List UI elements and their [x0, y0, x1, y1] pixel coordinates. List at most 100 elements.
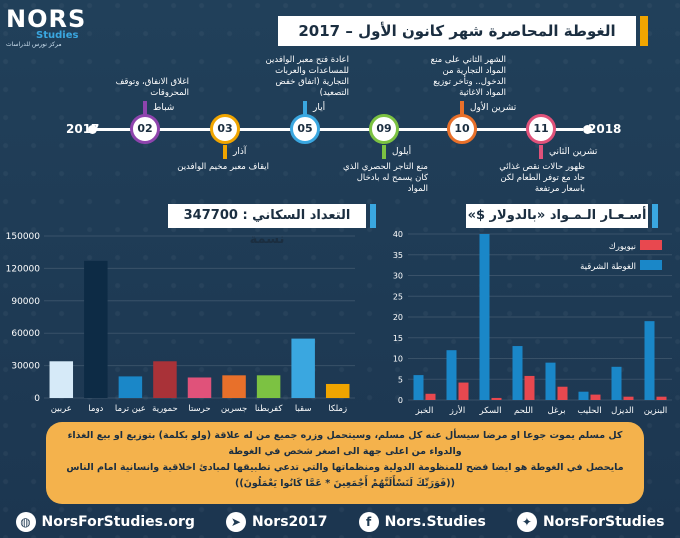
footer-facebook[interactable]: f Nors.Studies	[358, 512, 486, 532]
footer-telegram-label: Nors2017	[251, 514, 328, 530]
note-box: كل مسلم يموت جوعا او مرضا سيسأل عنه كل م…	[46, 422, 644, 504]
price-legend-swatch	[640, 260, 662, 270]
timeline-month-10: تشرين الأول	[460, 101, 522, 115]
price-ytick: 20	[393, 313, 403, 322]
price-xtick: الديزل	[611, 406, 634, 416]
page-title: الغوطة المحاصرة شهر كانون الأول – 2017	[278, 16, 636, 46]
pop-ytick: 90000	[11, 297, 40, 307]
logo-tagline: مركز نورس للدراسات	[6, 41, 62, 48]
pop-xtick: سقبا	[295, 404, 312, 414]
price-bar-newyork	[491, 397, 502, 400]
globe-icon: ◍	[15, 512, 36, 532]
pop-xtick: عربين	[51, 404, 72, 414]
pop-ytick: 120000	[6, 264, 41, 274]
note-line-2: والدواء من اعلى جهة الى اصغر شخص في الغو…	[228, 446, 462, 457]
price-bar-newyork	[425, 393, 436, 400]
twitter-icon: ✦	[516, 512, 537, 532]
prices-chart: 0 5 10 15 20 25 30 35 40 الخبز الأرز السكر اللحم برغل…	[393, 230, 672, 416]
price-legend-label: الغوطة الشرقية	[580, 262, 636, 272]
price-bar-ghouta	[446, 350, 457, 400]
price-ytick: 15	[393, 334, 403, 343]
pop-bar	[291, 338, 315, 398]
timeline-event-10: الشهر الثاني على منع المواد التجارية من …	[430, 55, 506, 98]
timeline-event-02: اغلاق الانفاق، وتوقف المحروقات	[115, 77, 189, 98]
timeline-month-03: آذار	[223, 145, 252, 159]
price-legend-swatch	[640, 240, 662, 250]
note-line-1: كل مسلم يموت جوعا او مرضا سيسأل عنه كل م…	[67, 430, 623, 441]
footer-web-label: NorsForStudies.org	[41, 514, 195, 530]
price-ytick: 10	[393, 355, 403, 364]
price-xtick: برغل	[548, 406, 566, 416]
price-bar-newyork	[623, 396, 634, 400]
timeline-start-dot	[88, 125, 97, 134]
timeline-node-10: 10	[447, 114, 477, 144]
price-bar-ghouta	[644, 321, 655, 400]
facebook-icon: f	[358, 512, 379, 532]
price-ytick: 35	[393, 251, 403, 260]
logo: NORS Studies مركز نورس للدراسات	[6, 6, 85, 62]
pop-bar	[256, 375, 281, 398]
note-line-3: مايحصل في الغوطة هو ايضا فضح للمنظومة ال…	[66, 462, 624, 473]
footer-telegram[interactable]: ➤ Nors2017	[225, 512, 328, 532]
price-xtick: الحليب	[577, 406, 601, 416]
price-bar-newyork	[557, 386, 568, 400]
pop-bar	[118, 376, 143, 398]
pop-xtick: عين ترما	[115, 404, 146, 414]
timeline-month-02: شباط	[143, 101, 180, 115]
title-accent	[640, 16, 648, 46]
footer-facebook-label: Nors.Studies	[384, 514, 486, 530]
timeline-event-09: منع التاجر الحصري الذي كان يسمح له بادخا…	[342, 162, 428, 194]
price-bar-newyork	[656, 396, 667, 400]
pop-bar	[222, 375, 246, 398]
pop-bar	[187, 377, 212, 398]
pop-ytick: 0	[34, 394, 40, 404]
prices-title: أسـعـار الـمـواد «بالدولار $»	[466, 204, 648, 228]
timeline-month-11: تشرين الثاني	[539, 145, 603, 159]
pop-bar	[49, 361, 74, 398]
price-xtick: السكر	[479, 406, 502, 416]
footer-web[interactable]: ◍ NorsForStudies.org	[15, 512, 195, 532]
timeline-event-05: اعادة فتح معبر الوافدين للمساعدات والعرب…	[265, 55, 349, 98]
population-chart: 0 30000 60000 90000 120000 150000 عربين دوما عين…	[6, 232, 355, 414]
price-ytick: 40	[393, 230, 403, 239]
note-line-4: ((فَوَرَبِّكَ لَنَسْأَلَنَّهُمْ أَجْمَعِ…	[235, 478, 455, 489]
price-bar-ghouta	[479, 234, 490, 400]
price-bar-ghouta	[611, 366, 622, 400]
telegram-icon: ➤	[225, 512, 246, 532]
prices-title-accent	[652, 204, 658, 228]
pop-xtick: كفربطنا	[255, 404, 283, 414]
footer-twitter[interactable]: ✦ NorsForStudies	[516, 512, 665, 532]
price-ytick: 30	[393, 272, 403, 281]
price-bar-newyork	[458, 382, 469, 400]
price-bar-ghouta	[512, 346, 523, 400]
pop-ytick: 30000	[11, 362, 40, 372]
timeline-end-dot	[583, 125, 592, 134]
logo-sub: Studies	[36, 30, 79, 41]
timeline-node-09: 09	[369, 114, 399, 144]
timeline-event-11: ظهور حالات نقص غذائي حاد مع توفر الطعام …	[499, 162, 585, 194]
pop-xtick: دوما	[88, 404, 103, 414]
timeline-node-02: 02	[130, 114, 160, 144]
timeline-node-05: 05	[290, 114, 320, 144]
pop-xtick: حرستا	[188, 404, 210, 414]
timeline-line	[95, 128, 583, 131]
price-legend-label: نيويورك	[609, 242, 636, 252]
footer-twitter-label: NorsForStudies	[542, 514, 665, 530]
price-xtick: الخبز	[415, 406, 434, 416]
price-bar-newyork	[590, 394, 601, 400]
pop-bar	[84, 260, 108, 398]
price-bar-newyork	[524, 375, 535, 400]
timeline-end-year: 2018	[588, 122, 622, 136]
pop-xtick: حمورية	[152, 404, 178, 414]
timeline-month-09: أيلول	[382, 145, 417, 159]
price-bar-ghouta	[578, 391, 589, 400]
pop-bar	[325, 383, 350, 398]
timeline-node-03: 03	[210, 114, 240, 144]
price-ytick: 5	[398, 375, 403, 384]
timeline-month-05: أيار	[303, 101, 331, 115]
population-title: التعداد السكاني : 347700 نسمة	[168, 204, 366, 247]
price-xtick: اللحم	[514, 406, 533, 416]
pop-ytick: 60000	[11, 329, 40, 339]
price-bar-ghouta	[545, 362, 556, 400]
price-xtick: البنزين	[644, 406, 668, 416]
